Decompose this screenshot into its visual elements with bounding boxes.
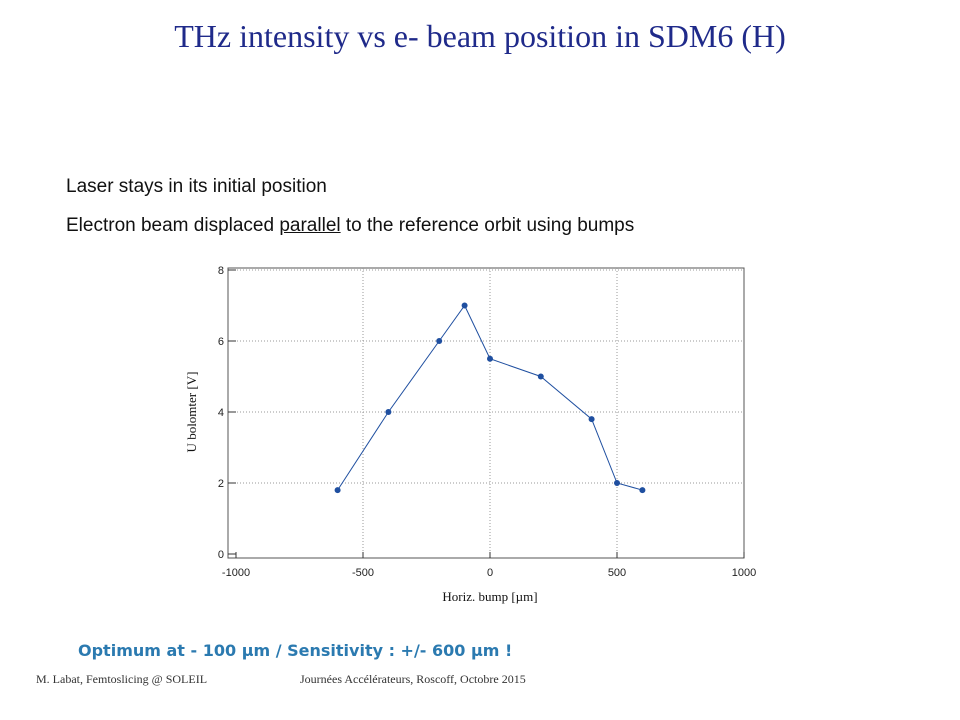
series-layer: [334, 302, 646, 494]
ticks: -1000 -500 0 500 1000 0 2 4 6 8: [218, 265, 756, 579]
bullet-electron-beam: Electron beam displaced parallel to the …: [66, 215, 634, 237]
data-point: [614, 480, 620, 486]
y-tick-label: 2: [218, 478, 224, 490]
data-point: [385, 409, 392, 415]
bullet-text-pre: Electron beam displaced: [66, 215, 280, 236]
bullet-text-post: to the reference orbit using bumps: [340, 215, 635, 236]
data-point: [334, 487, 341, 494]
y-tick-label: 6: [218, 336, 224, 348]
data-point: [537, 373, 544, 380]
y-tick-label: 4: [218, 407, 224, 419]
x-tick-label: 500: [608, 567, 626, 579]
data-point: [588, 416, 595, 423]
x-tick-label: 1000: [732, 567, 756, 579]
bullet-text-underlined: parallel: [279, 215, 341, 236]
x-axis-label: Horiz. bump [µm]: [442, 589, 537, 604]
slide-title: THz intensity vs e- beam position in SDM…: [174, 18, 786, 54]
x-tick-label: 0: [487, 567, 493, 579]
y-tick-label: 0: [218, 549, 224, 561]
plot-frame: [227, 267, 745, 559]
y-tick-label: 8: [218, 265, 224, 277]
bullet-laser: Laser stays in its initial position: [66, 176, 327, 197]
x-tick-label: -500: [352, 567, 374, 579]
data-point: [487, 355, 493, 362]
data-point: [461, 302, 468, 309]
grid: [228, 268, 744, 558]
footer-event: Journées Accélérateurs, Roscoff, Octobre…: [300, 672, 526, 686]
optimum-note: Optimum at - 100 µm / Sensitivity : +/- …: [78, 641, 513, 660]
footer-author: M. Labat, Femtoslicing @ SOLEIL: [36, 672, 208, 686]
x-tick-label: -1000: [222, 567, 250, 579]
data-point: [639, 487, 646, 494]
y-axis-label: U bolomter [V]: [184, 372, 199, 453]
data-point: [436, 338, 443, 344]
